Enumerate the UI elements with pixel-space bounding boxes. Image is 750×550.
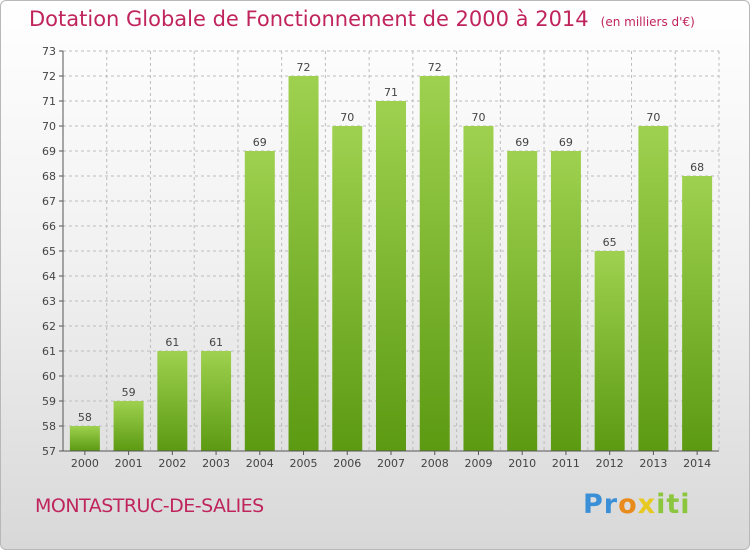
data-label: 72 bbox=[297, 61, 311, 74]
bar-2006 bbox=[332, 126, 363, 451]
x-tick-label: 2002 bbox=[158, 457, 186, 470]
data-label: 69 bbox=[515, 136, 529, 149]
y-tick-label: 62 bbox=[42, 320, 56, 333]
chart-title-block: Dotation Globale de Fonctionnement de 20… bbox=[29, 7, 695, 31]
x-tick-label: 2011 bbox=[552, 457, 580, 470]
y-tick-label: 66 bbox=[42, 220, 56, 233]
proxiti-logo: Proxiti bbox=[583, 489, 691, 520]
x-tick-label: 2004 bbox=[246, 457, 274, 470]
x-tick-label: 2012 bbox=[596, 457, 624, 470]
bar-2002 bbox=[157, 351, 188, 451]
bar-2009 bbox=[463, 126, 494, 451]
data-label: 61 bbox=[209, 336, 223, 349]
x-tick-label: 2014 bbox=[683, 457, 711, 470]
chart-unit: (en milliers d'€) bbox=[600, 15, 695, 29]
bar-2010 bbox=[507, 151, 538, 451]
x-tick-label: 2010 bbox=[508, 457, 536, 470]
y-tick-label: 64 bbox=[42, 270, 56, 283]
y-tick-label: 65 bbox=[42, 245, 56, 258]
bar-2001 bbox=[113, 401, 144, 451]
data-label: 72 bbox=[428, 61, 442, 74]
bar-2007 bbox=[376, 101, 406, 451]
data-label: 68 bbox=[690, 161, 704, 174]
bar-2004 bbox=[244, 151, 275, 451]
bar-2012 bbox=[594, 251, 625, 451]
bar-2014 bbox=[682, 176, 713, 451]
chart-title: Dotation Globale de Fonctionnement de 20… bbox=[29, 7, 589, 31]
y-tick-label: 60 bbox=[42, 370, 56, 383]
y-tick-label: 70 bbox=[42, 120, 56, 133]
commune-name: MONTASTRUC-DE-SALIES bbox=[35, 495, 264, 517]
x-tick-label: 2003 bbox=[202, 457, 230, 470]
data-label: 65 bbox=[603, 236, 617, 249]
y-tick-label: 69 bbox=[42, 145, 56, 158]
x-tick-label: 2000 bbox=[71, 457, 99, 470]
x-tick-label: 2001 bbox=[115, 457, 143, 470]
data-label: 69 bbox=[559, 136, 573, 149]
bar-2008 bbox=[419, 76, 450, 451]
y-tick-label: 63 bbox=[42, 295, 56, 308]
data-label: 70 bbox=[471, 111, 485, 124]
y-tick-label: 73 bbox=[42, 45, 56, 58]
y-tick-label: 72 bbox=[42, 70, 56, 83]
data-label: 59 bbox=[122, 386, 136, 399]
y-tick-label: 68 bbox=[42, 170, 56, 183]
y-tick-label: 58 bbox=[42, 420, 56, 433]
bar-2000 bbox=[69, 426, 100, 451]
axes: 57 58 59 60 61 62 63 64 65 66 67 68 69 70 71 72 73 2000 20… bbox=[42, 45, 719, 470]
data-label: 71 bbox=[384, 86, 398, 99]
x-tick-label: 2005 bbox=[290, 457, 318, 470]
bar-2003 bbox=[201, 351, 232, 451]
data-label: 69 bbox=[253, 136, 267, 149]
x-tick-label: 2009 bbox=[464, 457, 492, 470]
y-tick-label: 57 bbox=[42, 445, 56, 458]
x-tick-label: 2007 bbox=[377, 457, 405, 470]
bar-2005 bbox=[288, 76, 319, 451]
data-label: 70 bbox=[646, 111, 660, 124]
x-tick-label: 2008 bbox=[421, 457, 449, 470]
y-tick-label: 61 bbox=[42, 345, 56, 358]
x-tick-label: 2006 bbox=[333, 457, 361, 470]
y-tick-label: 71 bbox=[42, 95, 56, 108]
bar-2011 bbox=[550, 151, 581, 451]
y-tick-label: 59 bbox=[42, 395, 56, 408]
y-tick-label: 67 bbox=[42, 195, 56, 208]
data-label: 58 bbox=[78, 411, 92, 424]
x-tick-label: 2013 bbox=[639, 457, 667, 470]
data-label: 70 bbox=[340, 111, 354, 124]
data-label: 61 bbox=[165, 336, 179, 349]
bars: 58 59 61 61 69 72 70 71 72 70 69 69 65 70 68 bbox=[69, 61, 713, 451]
bar-2013 bbox=[638, 126, 669, 451]
